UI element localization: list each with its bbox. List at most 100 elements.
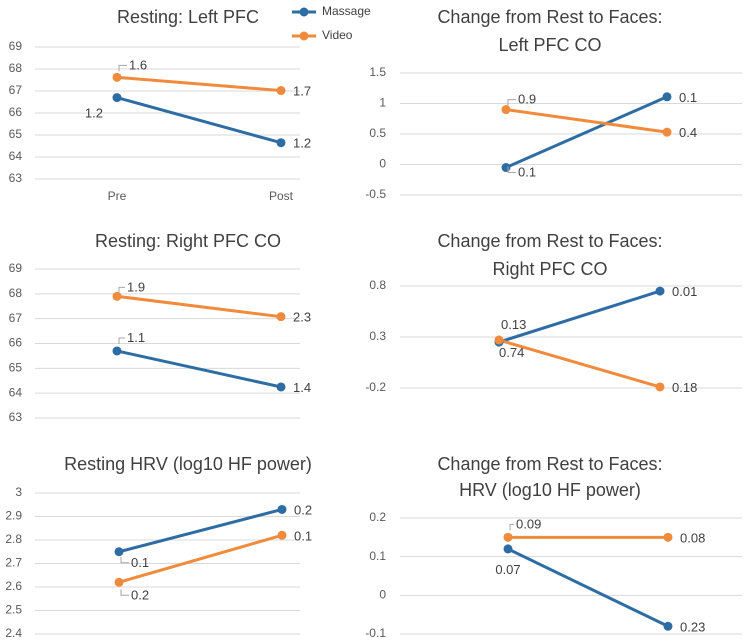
data-point-massage bbox=[114, 547, 124, 557]
chart-change-right-pfc-co: Change from Rest to Faces: Right PFC CO 0.… bbox=[365, 231, 742, 395]
legend-marker-video bbox=[299, 31, 309, 41]
y-tick-label: 0.8 bbox=[369, 278, 386, 292]
series-line-massage bbox=[497, 289, 662, 344]
legend-label-video: Video bbox=[322, 28, 353, 42]
data-point-massage bbox=[501, 163, 511, 173]
data-label-massage: 0.2 bbox=[294, 502, 312, 517]
y-tick-label: 67 bbox=[9, 311, 23, 325]
series-line-massage bbox=[506, 547, 670, 628]
y-tick-label: 2.5 bbox=[5, 603, 22, 617]
data-point-massage bbox=[276, 382, 286, 392]
data-label-video: 0.18 bbox=[672, 380, 697, 395]
data-point-massage bbox=[277, 504, 287, 514]
y-tick-label: 2.9 bbox=[5, 509, 22, 523]
y-tick-label: 67 bbox=[9, 83, 23, 97]
y-tick-label: 1.5 bbox=[369, 65, 386, 79]
data-point-video bbox=[276, 312, 286, 322]
data-label-video: 0.1 bbox=[294, 528, 312, 543]
x-tick-label: Pre bbox=[108, 189, 127, 203]
data-point-video bbox=[663, 532, 673, 542]
data-label-massage: 0.1 bbox=[679, 90, 697, 105]
data-label-massage: 0.13 bbox=[501, 317, 526, 332]
chart-resting-left-pfc: Resting: Left PFC 69 68 67 66 65 64 63 Pre Post 1.… bbox=[9, 7, 311, 203]
label-leader bbox=[507, 99, 516, 106]
data-label-video: 1.6 bbox=[129, 57, 147, 72]
chart-change-left-pfc-co: Change from Rest to Faces: Left PFC CO 1.5… bbox=[365, 7, 742, 201]
data-label-massage: 1.2 bbox=[85, 106, 103, 121]
data-label-video: 0.4 bbox=[679, 125, 697, 140]
series-line-massage bbox=[504, 95, 669, 170]
chart-title: Resting HRV (log10 HF power) bbox=[64, 454, 312, 474]
y-tick-label: 2.7 bbox=[5, 556, 22, 570]
series-line-massage bbox=[115, 96, 283, 145]
data-point-massage bbox=[503, 544, 513, 554]
data-label-video: 0.9 bbox=[518, 92, 536, 107]
label-leader bbox=[120, 589, 129, 596]
label-leader bbox=[507, 166, 516, 174]
legend-label-massage: Massage bbox=[322, 4, 371, 18]
data-point-video bbox=[112, 72, 122, 82]
series-line-video bbox=[504, 108, 669, 134]
data-point-video bbox=[662, 127, 672, 137]
data-point-massage bbox=[112, 346, 122, 356]
chart-title: HRV (log10 HF power) bbox=[459, 480, 641, 500]
y-tick-label: 0.1 bbox=[369, 549, 386, 563]
data-point-massage bbox=[276, 138, 286, 148]
y-tick-label: 1 bbox=[379, 96, 386, 110]
y-tick-label: 63 bbox=[9, 410, 23, 424]
label-leader bbox=[509, 523, 514, 531]
y-tick-label: 2.4 bbox=[5, 626, 22, 640]
data-label-massage: 1.4 bbox=[293, 380, 311, 395]
label-leader bbox=[118, 337, 125, 344]
y-tick-label: 0 bbox=[379, 157, 386, 171]
y-tick-label: 64 bbox=[9, 149, 23, 163]
y-tick-label: 2.8 bbox=[5, 532, 22, 546]
y-tick-label: 69 bbox=[9, 39, 23, 53]
data-point-massage bbox=[663, 621, 673, 631]
data-point-massage bbox=[655, 286, 665, 296]
chart-title: Right PFC CO bbox=[492, 259, 607, 279]
data-label-massage: 0.01 bbox=[672, 284, 697, 299]
data-label-video: 0.09 bbox=[516, 516, 541, 531]
data-label-massage: 0.1 bbox=[131, 555, 149, 570]
y-tick-label: -0.2 bbox=[365, 380, 386, 394]
data-point-video bbox=[494, 335, 504, 345]
chart-title: Resting: Right PFC CO bbox=[95, 231, 281, 251]
y-tick-label: 3 bbox=[15, 485, 22, 499]
y-tick-label: 63 bbox=[9, 171, 23, 185]
legend-marker-massage bbox=[299, 7, 309, 17]
chart-resting-right-pfc-co: Resting: Right PFC CO 69 68 67 66 65 64 63 1.1 1.… bbox=[9, 231, 311, 424]
label-leader bbox=[118, 64, 127, 72]
chart-resting-hrv: Resting HRV (log10 HF power) 3 2.9 2.8 2.7 2.… bbox=[5, 454, 312, 640]
y-tick-label: 64 bbox=[9, 385, 23, 399]
y-tick-label: -0.5 bbox=[365, 187, 386, 201]
y-tick-label: 66 bbox=[9, 105, 23, 119]
data-label-massage: 1.1 bbox=[127, 330, 145, 345]
data-point-video bbox=[501, 105, 511, 115]
data-point-massage bbox=[662, 92, 672, 102]
data-label-video: 2.3 bbox=[293, 310, 311, 325]
data-point-video bbox=[276, 86, 286, 96]
chart-change-hrv: Change from Rest to Faces: HRV (log10 HF … bbox=[365, 454, 742, 640]
series-line-massage bbox=[117, 507, 284, 554]
chart-title: Change from Rest to Faces: bbox=[437, 231, 662, 251]
data-point-video bbox=[503, 532, 513, 542]
data-label-video: 1.9 bbox=[127, 279, 145, 294]
data-label-video: 0.74 bbox=[499, 345, 524, 360]
y-tick-label: 0.5 bbox=[369, 126, 386, 140]
chart-title: Change from Rest to Faces: bbox=[437, 454, 662, 474]
y-tick-label: -0.1 bbox=[365, 626, 386, 640]
y-tick-label: 0.3 bbox=[369, 329, 386, 343]
series-line-video bbox=[115, 75, 283, 93]
y-tick-label: 0 bbox=[379, 588, 386, 602]
chart-title: Resting: Left PFC bbox=[117, 7, 259, 27]
x-tick-label: Post bbox=[269, 189, 294, 203]
series-line-video bbox=[117, 533, 284, 584]
data-point-video bbox=[655, 382, 665, 392]
legend: Massage Video bbox=[292, 4, 371, 42]
data-label-video: 1.7 bbox=[293, 84, 311, 99]
data-point-video bbox=[112, 291, 122, 301]
y-tick-label: 2.6 bbox=[5, 579, 22, 593]
data-point-massage bbox=[112, 93, 122, 103]
